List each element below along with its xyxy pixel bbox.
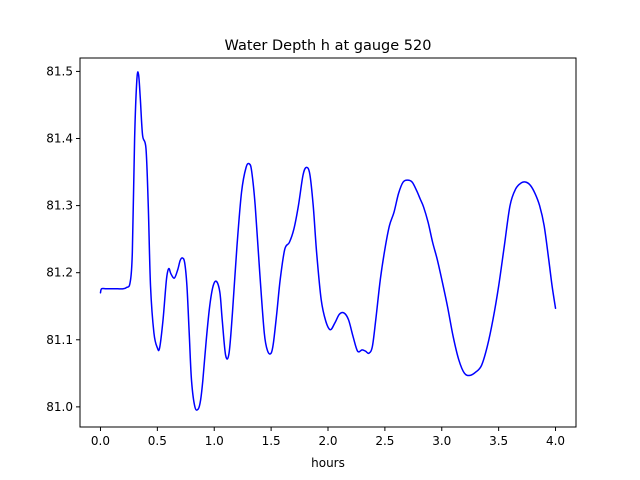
x-axis-label: hours — [311, 456, 345, 470]
series-group — [99, 71, 557, 411]
chart-title: Water Depth h at gauge 520 — [225, 38, 432, 54]
y-tick-label: 81.4 — [46, 132, 73, 146]
x-tick-label: 2.5 — [375, 434, 394, 448]
plot-area — [79, 57, 577, 428]
x-tick-label: 2.0 — [318, 434, 337, 448]
y-axis: 81.0 81.1 81.2 81.3 81.4 81.5 — [46, 64, 80, 414]
y-tick-label: 81.5 — [46, 64, 73, 78]
y-tick-label: 81.1 — [46, 333, 73, 347]
x-tick-label: 0.0 — [91, 434, 110, 448]
x-tick-label: 4.0 — [546, 434, 565, 448]
y-tick-label: 81.0 — [46, 400, 73, 414]
x-tick-label: 1.5 — [262, 434, 281, 448]
x-tick-label: 3.0 — [432, 434, 451, 448]
x-axis: 0.0 0.5 1.0 1.5 2.0 2.5 3.0 3.5 4.0 — [91, 427, 565, 448]
y-tick-label: 81.3 — [46, 199, 73, 213]
x-tick-label: 3.5 — [489, 434, 508, 448]
x-tick-label: 1.0 — [205, 434, 224, 448]
plot-background — [80, 58, 576, 427]
y-tick-label: 81.2 — [46, 266, 73, 280]
series-line-water-depth — [99, 71, 557, 411]
x-tick-label: 0.5 — [148, 434, 167, 448]
